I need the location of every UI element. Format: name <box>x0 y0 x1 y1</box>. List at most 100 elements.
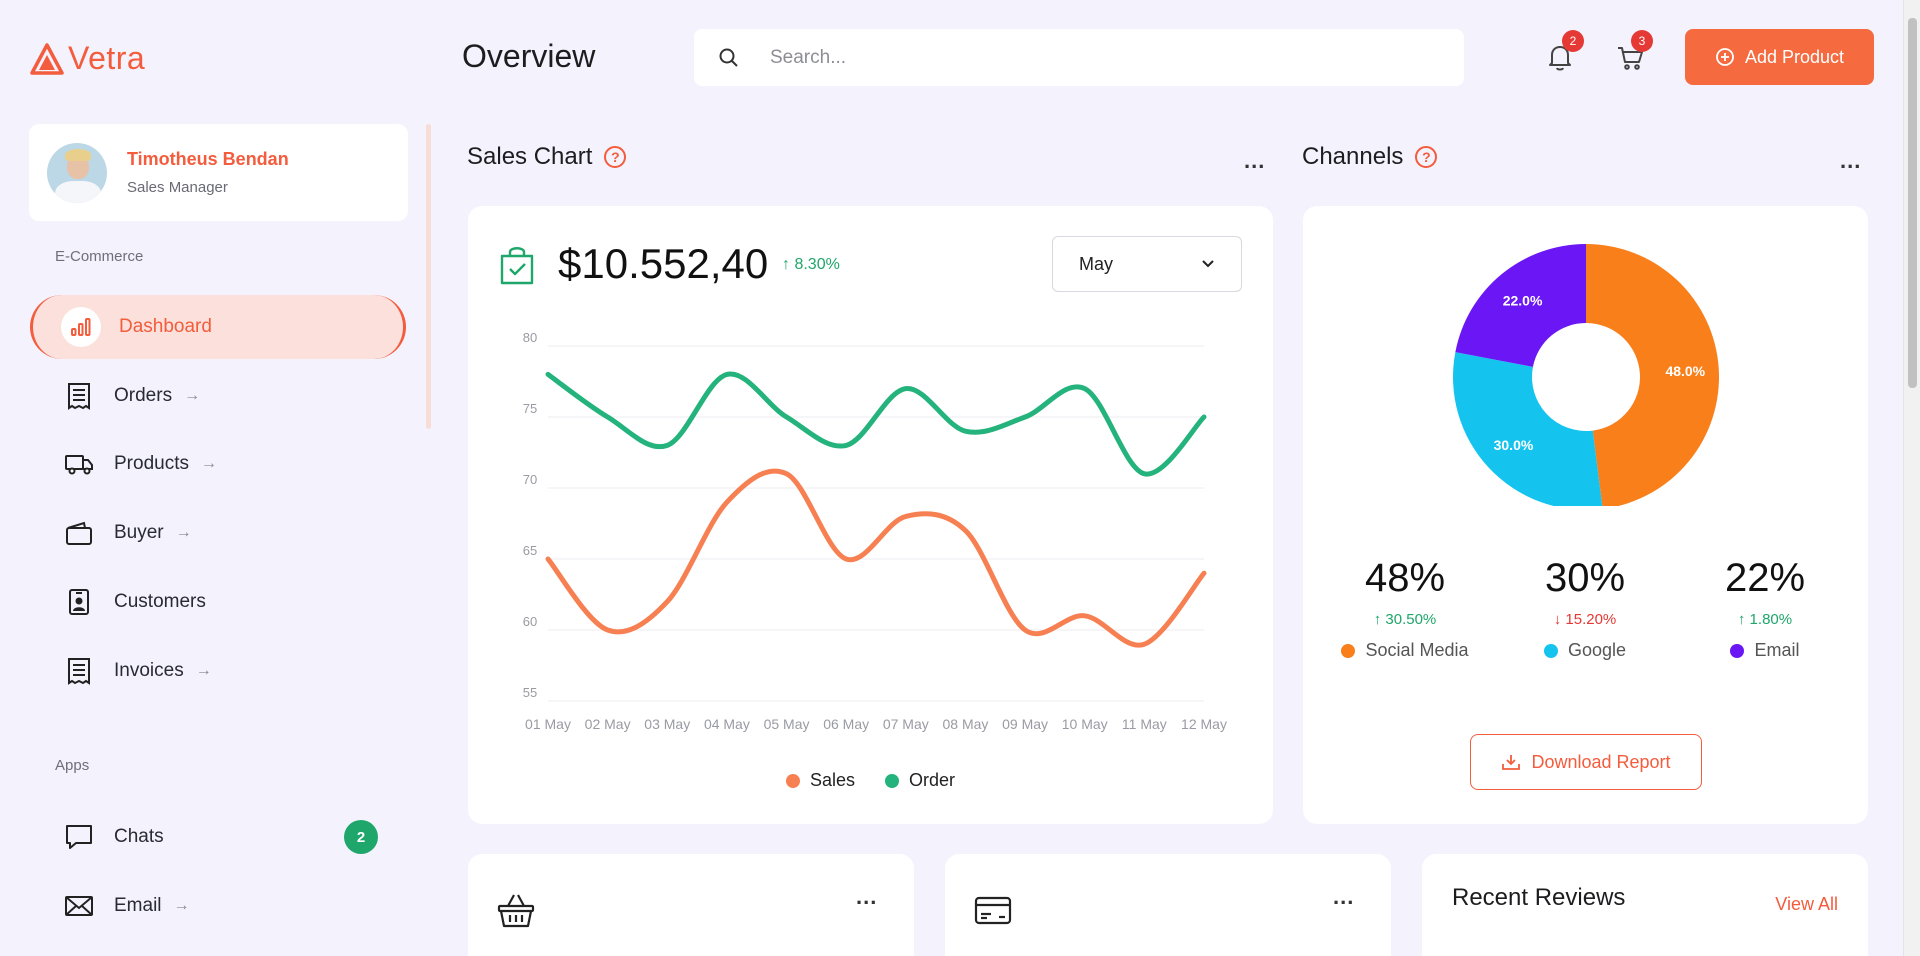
sales-chart-heading: Sales Chart <box>467 143 593 170</box>
shopping-bag-icon <box>500 247 534 285</box>
x-tick-label: 03 May <box>644 716 690 732</box>
view-all-link[interactable]: View All <box>1775 894 1838 914</box>
donut-slice-label: 22.0% <box>1503 292 1543 308</box>
sidebar-item-label: Dashboard <box>119 316 212 337</box>
x-tick-label: 10 May <box>1062 716 1108 732</box>
month-select-value: May <box>1079 253 1114 274</box>
stat-name-text: Google <box>1567 640 1627 660</box>
channels-more-button[interactable]: ... <box>1840 148 1862 173</box>
id-badge-icon <box>64 587 94 617</box>
page-title: Overview <box>462 38 596 74</box>
y-tick-label: 55 <box>523 685 537 700</box>
sidebar-scrollbar[interactable] <box>426 124 431 429</box>
payments-summary-card: ... <box>945 854 1391 956</box>
arrow-right-icon: → <box>195 662 212 679</box>
sidebar-item-label: Buyer <box>114 522 164 543</box>
x-tick-label: 08 May <box>942 716 988 732</box>
add-product-button[interactable]: Add Product <box>1685 29 1874 85</box>
stat-google: 30% ↓ 15.20% Google <box>1500 556 1670 661</box>
y-tick-label: 80 <box>523 330 537 345</box>
sidebar-item-chats[interactable]: Chats 2 <box>30 805 406 869</box>
section-label-ecommerce: E-Commerce <box>55 248 144 265</box>
download-report-button[interactable]: Download Report <box>1470 734 1702 790</box>
series-line-order[interactable] <box>545 371 1207 477</box>
legend-dot-sales <box>785 773 800 788</box>
sidebar-item-label: Orders <box>114 385 173 406</box>
sales-line-chart: 80 75 70 65 60 55 01 May 02 May 03 May 04 May 05 M… <box>523 330 1227 732</box>
stat-email: 22% ↑ 1.80% Email <box>1680 556 1850 661</box>
sales-more-button[interactable]: ... <box>1244 148 1266 173</box>
channels-title: Channels ? <box>1302 143 1438 171</box>
sidebar-item-customers[interactable]: Customers <box>30 570 406 634</box>
plus-circle-icon <box>1716 48 1734 66</box>
y-tick-label: 65 <box>523 543 537 558</box>
app-logo[interactable]: Vetra <box>30 40 145 77</box>
legend-item-sales[interactable]: Sales <box>785 770 855 791</box>
legend-item-order[interactable]: Order <box>885 770 955 791</box>
channels-donut-chart: 48.0% 30.0% 22.0% <box>1453 244 1719 506</box>
sidebar-item-orders[interactable]: Orders → <box>30 364 406 428</box>
search-icon <box>719 48 738 67</box>
donut-slice-google[interactable] <box>1453 352 1603 506</box>
donut-slice-social-media[interactable] <box>1586 244 1719 506</box>
donut-slice-label: 48.0% <box>1665 363 1705 379</box>
stat-change: ↑ 30.50% <box>1373 611 1437 628</box>
sidebar-item-label: Customers <box>114 591 206 612</box>
month-select[interactable]: May <box>1052 236 1242 292</box>
stat-change: ↓ 15.20% <box>1553 611 1617 628</box>
donut-slice-email[interactable] <box>1455 244 1586 367</box>
help-icon[interactable]: ? <box>604 146 627 168</box>
orders-summary-card: ... <box>468 854 914 956</box>
search-input[interactable] <box>770 46 1370 69</box>
stat-change: ↑ 1.80% <box>1737 611 1793 628</box>
stat-social-media: 48% ↑ 30.50% Social Media <box>1320 556 1490 661</box>
cart-icon <box>1618 47 1643 70</box>
stat-value: 22% <box>1724 556 1806 600</box>
sales-chart-title: Sales Chart ? <box>467 143 627 171</box>
cart-badge: 3 <box>1631 30 1653 52</box>
y-tick-label: 60 <box>523 614 537 629</box>
vetra-logo-icon <box>30 42 64 75</box>
stat-value: 30% <box>1544 556 1626 600</box>
x-tick-label: 06 May <box>823 716 869 732</box>
stat-label: Google <box>1500 640 1670 661</box>
notifications-badge: 2 <box>1562 30 1584 52</box>
download-report-label: Download Report <box>1531 751 1671 772</box>
legend-dot-google <box>1543 643 1558 658</box>
profile-name: Timotheus Bendan <box>127 149 289 169</box>
scrollbar-thumb[interactable] <box>1908 18 1917 388</box>
sidebar-item-email[interactable]: Email → <box>30 874 406 938</box>
payments-card-more-button[interactable]: ... <box>1333 884 1355 909</box>
avatar <box>47 142 107 203</box>
stat-label: Email <box>1680 640 1850 661</box>
stat-name-text: Email <box>1754 640 1800 660</box>
page-scrollbar[interactable] <box>1903 0 1920 956</box>
x-tick-label: 05 May <box>764 716 810 732</box>
sidebar-item-dashboard[interactable]: Dashboard <box>30 295 406 359</box>
orders-card-more-button[interactable]: ... <box>856 884 878 909</box>
legend-dot-order <box>885 773 899 788</box>
search-bar[interactable] <box>694 29 1464 86</box>
mail-icon <box>64 891 94 921</box>
bell-icon <box>1549 46 1571 71</box>
sales-change: ↑ 8.30% <box>782 256 840 273</box>
x-tick-label: 07 May <box>883 716 929 732</box>
sidebar-item-invoices[interactable]: Invoices → <box>30 639 406 703</box>
arrow-right-icon: → <box>173 897 190 914</box>
sidebar-item-buyer[interactable]: Buyer → <box>30 501 406 565</box>
sidebar-item-label: Chats <box>114 826 164 847</box>
help-icon[interactable]: ? <box>1415 146 1438 168</box>
notifications-button[interactable]: 2 <box>1546 30 1584 74</box>
sidebar-item-label: Invoices <box>114 660 184 681</box>
sidebar-item-label: Email <box>114 895 162 916</box>
profile-card[interactable]: Timotheus Bendan Sales Manager <box>29 124 408 221</box>
cart-button[interactable]: 3 <box>1615 30 1653 74</box>
invoice-icon <box>64 656 94 686</box>
truck-icon <box>64 449 94 479</box>
sales-chart-card: $10.552,40 ↑ 8.30% May 80 75 70 65 60 55 01 Ma… <box>468 206 1273 824</box>
sidebar-item-products[interactable]: Products → <box>30 432 406 496</box>
x-tick-label: 09 May <box>1002 716 1048 732</box>
series-line-sales[interactable] <box>545 468 1207 648</box>
stat-value: 48% <box>1364 556 1446 600</box>
legend-label-sales: Sales <box>809 770 855 790</box>
